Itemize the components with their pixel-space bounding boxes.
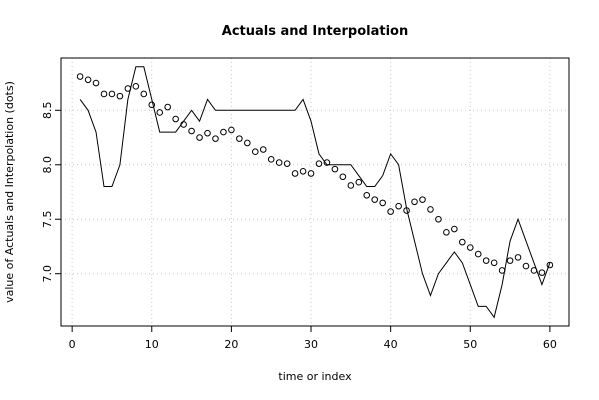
interpolation-point: [371, 196, 379, 203]
x-tick-label: 60: [543, 338, 557, 351]
interpolation-point: [522, 262, 530, 270]
interpolation-point: [411, 198, 418, 206]
y-tick-label: 7.5: [41, 210, 54, 228]
chart-title: Actuals and Interpolation: [222, 24, 408, 39]
interpolation-point: [283, 160, 291, 167]
interpolation-point: [204, 129, 211, 137]
interpolation-point: [331, 165, 339, 173]
interpolation-point: [275, 159, 283, 166]
interpolation-point: [355, 178, 363, 186]
axes-layer: 0 10 20 30 40 50 60 7.0 7.5 8.0 8.5: [41, 102, 557, 351]
interpolation-point: [451, 225, 458, 233]
interpolation-point: [164, 103, 171, 111]
interpolation-point: [220, 128, 227, 136]
interpolation-point: [299, 168, 307, 175]
interpolation-point: [435, 215, 442, 223]
interpolation-point: [315, 160, 323, 167]
interpolation-point: [188, 127, 195, 135]
interpolation-point: [427, 206, 434, 213]
interpolation-point: [514, 254, 522, 261]
interpolation-point: [259, 146, 267, 153]
interpolation-point: [156, 109, 164, 116]
interpolation-point: [498, 267, 506, 274]
points-series-layer: [76, 73, 554, 276]
interpolation-point: [363, 191, 371, 199]
interpolation-point: [180, 121, 187, 128]
interpolation-point: [387, 208, 394, 215]
interpolation-point: [546, 261, 554, 269]
interpolation-point: [132, 83, 140, 90]
x-axis-label: time or index: [278, 370, 352, 383]
interpolation-point: [148, 101, 156, 109]
interpolation-point: [419, 196, 426, 203]
interpolation-point: [490, 259, 498, 267]
interpolation-point: [124, 85, 132, 92]
interpolation-point: [506, 257, 514, 264]
y-tick-label: 8.0: [41, 156, 54, 174]
interpolation-point: [347, 182, 355, 189]
interpolation-point: [108, 90, 116, 98]
x-tick-label: 20: [224, 338, 238, 351]
line-series-layer: [79, 66, 551, 319]
interpolation-point: [84, 76, 92, 84]
grid-layer: [61, 58, 569, 326]
interpolation-point: [196, 134, 203, 141]
interpolation-point: [379, 199, 386, 207]
interpolation-point: [482, 257, 490, 264]
interpolation-point: [395, 202, 402, 210]
interpolation-point: [236, 135, 243, 142]
x-tick-label: 10: [145, 338, 159, 351]
interpolation-point: [100, 90, 108, 98]
interpolation-point: [443, 229, 450, 236]
interpolation-point: [291, 170, 299, 177]
interpolation-point: [538, 269, 546, 276]
interpolation-point: [212, 135, 219, 142]
actuals-line: [79, 66, 551, 319]
interpolation-point: [140, 90, 148, 98]
x-tick-label: 50: [463, 338, 477, 351]
interpolation-point: [92, 79, 100, 87]
interpolation-point: [530, 267, 538, 274]
interpolation-point: [339, 173, 347, 181]
y-tick-label: 7.0: [41, 265, 54, 283]
interpolation-point: [116, 92, 124, 100]
interpolation-point: [172, 115, 179, 123]
x-tick-label: 40: [384, 338, 398, 351]
x-tick-label: 30: [304, 338, 318, 351]
interpolation-point: [459, 238, 466, 246]
y-tick-label: 8.5: [41, 102, 54, 120]
interpolation-point: [403, 207, 410, 214]
interpolation-point: [466, 244, 474, 251]
x-tick-label: 0: [69, 338, 76, 351]
interpolation-point: [76, 73, 84, 80]
y-axis-label: value of Actuals and Interpolation (dots…: [3, 81, 16, 303]
interpolation-point: [307, 170, 315, 177]
interpolation-point: [474, 250, 482, 258]
interpolation-point: [228, 126, 235, 134]
interpolation-point: [323, 159, 331, 166]
interpolation-point: [251, 148, 259, 155]
plot-frame: [60, 57, 570, 327]
interpolation-point: [267, 156, 275, 163]
interpolation-point: [244, 139, 251, 147]
